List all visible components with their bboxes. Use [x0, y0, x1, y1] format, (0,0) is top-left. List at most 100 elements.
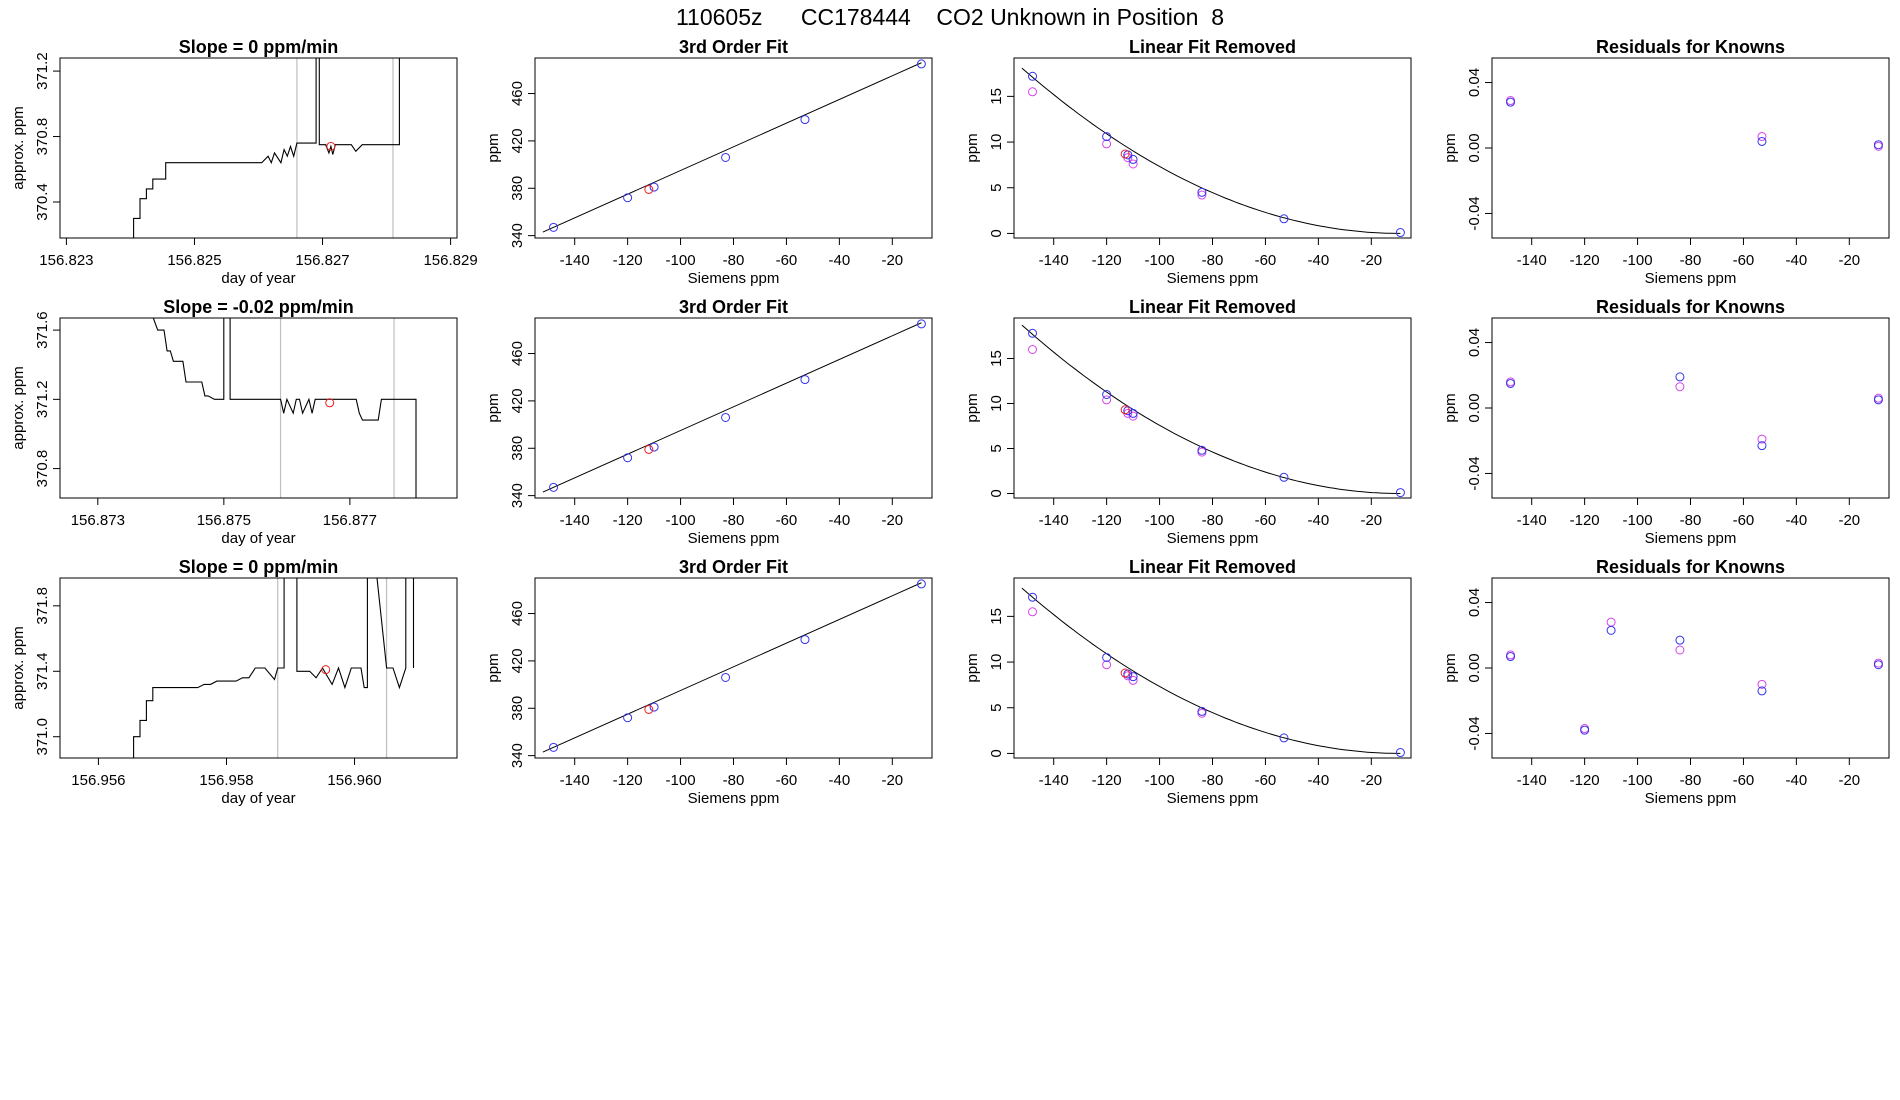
- panel-r2-c1: Slope = -0.02 ppm/min 156.873 156.875 156.8…: [10, 297, 458, 547]
- red-point: [321, 665, 331, 675]
- panel-r2-c2: 3rd Order Fit -140 -120 -100 -80 -60 -40 -20 340…: [485, 297, 933, 547]
- x-tick-label: -100: [1623, 512, 1653, 529]
- red-point: [1120, 668, 1130, 678]
- panel-title: Linear Fit Removed: [1129, 557, 1296, 577]
- y-tick-label: 371.2: [34, 52, 51, 90]
- x-tick-label: -140: [1517, 772, 1547, 789]
- plot-frame: [1013, 57, 1412, 239]
- magenta-point: [1028, 607, 1038, 617]
- x-tick-label: -60: [1733, 772, 1755, 789]
- x-tick-label: 156.877: [323, 512, 377, 529]
- blue-point: [1606, 625, 1616, 635]
- panel-title: 3rd Order Fit: [679, 297, 788, 317]
- y-tick-label: 420: [509, 128, 526, 153]
- magenta-point: [1128, 159, 1138, 169]
- x-tick-label: -60: [776, 512, 798, 529]
- red-point: [644, 184, 654, 194]
- blue-point: [1580, 725, 1590, 735]
- fit-curve: [1021, 67, 1401, 234]
- x-axis-label: Siemens ppm: [1645, 270, 1737, 287]
- panel-title: Residuals for Knowns: [1596, 557, 1785, 577]
- x-tick-label: -80: [1680, 512, 1702, 529]
- blue-point: [1279, 214, 1289, 224]
- blue-point: [1102, 132, 1112, 142]
- x-tick-label: -140: [560, 252, 590, 269]
- x-tick-label: -20: [1838, 772, 1860, 789]
- x-tick-label: -60: [776, 252, 798, 269]
- fit-line: [542, 322, 922, 493]
- x-axis-label: Siemens ppm: [1167, 530, 1259, 547]
- x-tick-label: -60: [1255, 512, 1277, 529]
- x-tick-label: -100: [1145, 772, 1175, 789]
- panel-r1-c2: 3rd Order Fit -140 -120 -100 -80 -60 -40 -20 340…: [485, 37, 933, 287]
- x-tick-label: -20: [1838, 252, 1860, 269]
- y-tick-label: 0.00: [1466, 653, 1483, 682]
- x-tick-label: 156.958: [199, 772, 253, 789]
- x-tick-label: -100: [666, 512, 696, 529]
- plot-frame: [1491, 57, 1890, 239]
- blue-point: [649, 182, 659, 192]
- plot-frame: [1491, 317, 1890, 499]
- panel-r2-c3: Linear Fit Removed -140 -120 -100 -80 -60 -40 -…: [964, 297, 1412, 547]
- blue-point: [1873, 140, 1883, 150]
- panel-title: Slope = -0.02 ppm/min: [163, 297, 354, 317]
- x-tick-label: -60: [1733, 512, 1755, 529]
- magenta-point: [1675, 645, 1685, 655]
- blue-point: [1028, 328, 1038, 338]
- panel-r2-c4: Residuals for Knowns -140 -120 -100 -80 -60 -4…: [1442, 297, 1890, 547]
- x-tick-label: -40: [1308, 252, 1330, 269]
- blue-point: [800, 635, 810, 645]
- x-tick-label: -40: [829, 772, 851, 789]
- x-tick-label: -100: [666, 252, 696, 269]
- x-tick-label: -20: [1360, 772, 1382, 789]
- blue-point: [1675, 372, 1685, 382]
- plot-area: [133, 578, 415, 758]
- x-tick-label: -100: [1623, 772, 1653, 789]
- x-tick-label: -60: [776, 772, 798, 789]
- x-tick-label: -120: [1570, 772, 1600, 789]
- y-tick-label: 371.0: [34, 718, 51, 756]
- red-point: [1120, 405, 1130, 415]
- panel-title: Linear Fit Removed: [1129, 297, 1296, 317]
- x-tick-label: -80: [723, 772, 745, 789]
- y-axis-label: ppm: [1442, 653, 1459, 682]
- blue-point: [1197, 187, 1207, 197]
- blue-point: [1128, 672, 1138, 682]
- fit-curve: [1021, 324, 1401, 494]
- magenta-point: [1197, 708, 1207, 718]
- x-tick-label: -20: [1838, 512, 1860, 529]
- blue-point: [1506, 652, 1516, 662]
- y-tick-label: 0.00: [1466, 133, 1483, 162]
- plot-area: [1021, 67, 1405, 238]
- y-axis-label: ppm: [1442, 393, 1459, 422]
- blue-point: [1279, 472, 1289, 482]
- x-tick-label: -40: [1308, 772, 1330, 789]
- panel-title: Residuals for Knowns: [1596, 297, 1785, 317]
- y-tick-label: 420: [509, 648, 526, 673]
- y-tick-label: 0: [988, 489, 1005, 497]
- ppm-trace-line: [133, 58, 400, 238]
- blue-point: [1757, 136, 1767, 146]
- x-tick-label: -120: [1570, 252, 1600, 269]
- y-tick-label: 340: [509, 223, 526, 248]
- x-tick-label: 156.827: [295, 252, 349, 269]
- y-tick-label: 371.8: [34, 587, 51, 625]
- panel-title: Slope = 0 ppm/min: [179, 557, 339, 577]
- panel-r1-c3: Linear Fit Removed -140 -120 -100 -80 -60 -40 -…: [964, 37, 1412, 287]
- magenta-point: [1757, 679, 1767, 689]
- plot-frame: [1013, 577, 1412, 759]
- x-tick-label: -40: [1786, 772, 1808, 789]
- magenta-point: [1028, 87, 1038, 97]
- panel-r3-c4: Residuals for Knowns -140 -120 -100 -80 -60 -4…: [1442, 557, 1890, 807]
- blue-point: [1675, 635, 1685, 645]
- magenta-point: [1197, 190, 1207, 200]
- y-tick-label: 380: [509, 696, 526, 721]
- x-tick-label: 156.873: [71, 512, 125, 529]
- blue-point: [800, 115, 810, 125]
- blue-point: [1197, 445, 1207, 455]
- y-axis-label: ppm: [964, 393, 981, 422]
- blue-point: [721, 412, 731, 422]
- plot-frame: [59, 57, 458, 239]
- x-tick-label: -120: [1092, 772, 1122, 789]
- x-axis-label: Siemens ppm: [1645, 790, 1737, 807]
